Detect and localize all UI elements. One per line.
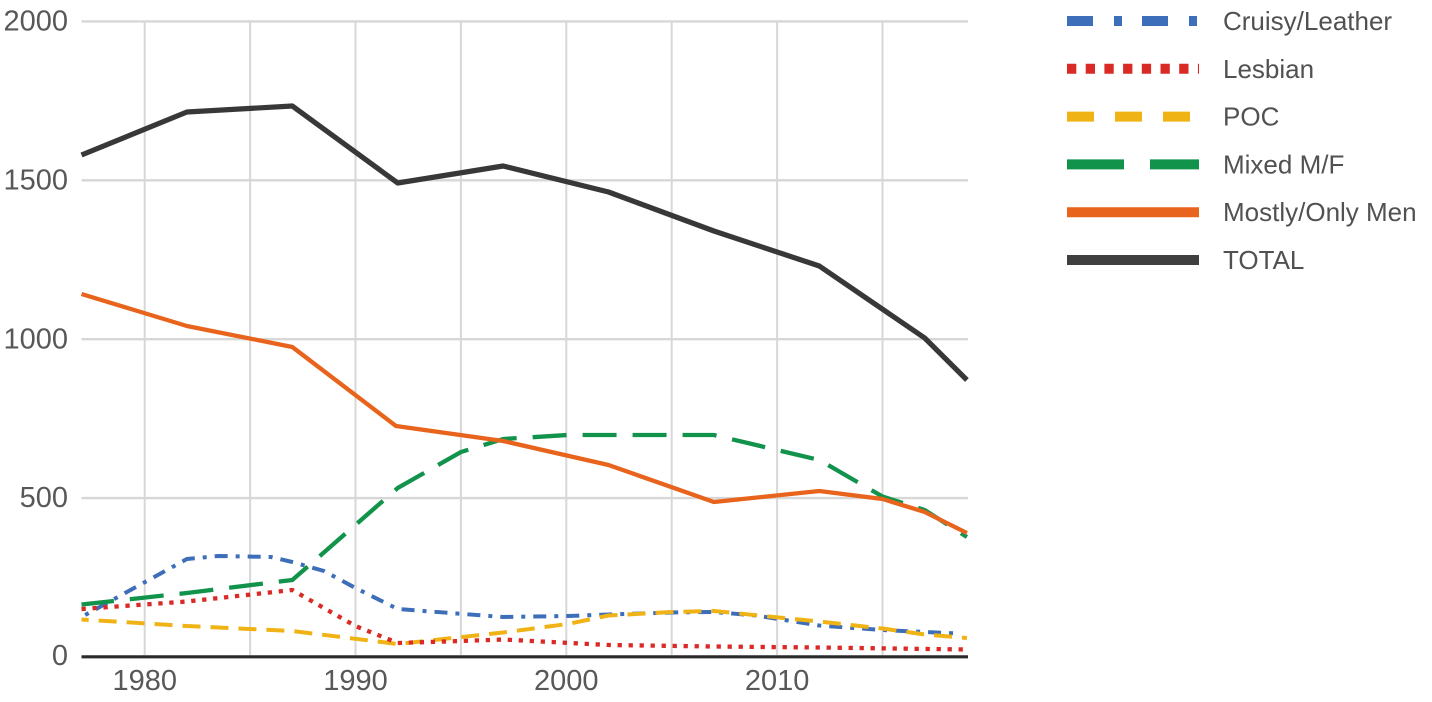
svg-text:Mostly/Only Men: Mostly/Only Men [1223, 197, 1417, 227]
svg-text:1980: 1980 [112, 665, 177, 697]
svg-text:POC: POC [1223, 102, 1279, 132]
svg-text:2010: 2010 [745, 665, 810, 697]
svg-text:Mixed M/F: Mixed M/F [1223, 149, 1344, 179]
svg-text:0: 0 [52, 640, 68, 672]
svg-text:2000: 2000 [3, 6, 68, 38]
svg-text:2000: 2000 [534, 665, 599, 697]
svg-text:1000: 1000 [3, 323, 68, 355]
svg-text:Cruisy/Leather: Cruisy/Leather [1223, 6, 1392, 36]
svg-text:1990: 1990 [323, 665, 388, 697]
svg-text:1500: 1500 [3, 164, 68, 196]
svg-text:500: 500 [20, 482, 68, 514]
svg-text:TOTAL: TOTAL [1223, 245, 1304, 275]
svg-text:Lesbian: Lesbian [1223, 54, 1314, 84]
